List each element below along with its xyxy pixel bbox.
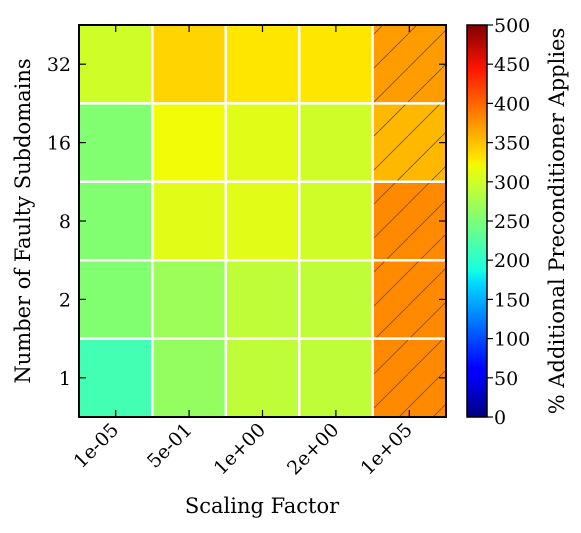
heatmap-cell [225, 25, 300, 104]
heatmap-cell [225, 103, 300, 182]
heatmap-cell [299, 260, 373, 339]
heatmap-cell [79, 181, 153, 261]
colorbar-tick-label: 100 [494, 329, 530, 351]
colorbar-tick-label: 450 [494, 54, 530, 76]
heatmap-cell [79, 103, 153, 182]
hatch-overlay [372, 181, 446, 261]
hatch-overlay [372, 25, 446, 104]
heatmap-cell [225, 260, 300, 339]
y-axis-label: Number of Faulty Subdomains [11, 58, 35, 383]
hatch-overlay [372, 103, 446, 182]
heatmap-cell [299, 338, 373, 417]
heatmap-cell [79, 25, 153, 104]
y-tick-label: 2 [59, 289, 71, 311]
colorbar-tick-label: 400 [494, 93, 530, 115]
colorbar-tick-label: 300 [494, 172, 530, 194]
heatmap-cell [79, 338, 153, 417]
heatmap-cell [152, 260, 226, 339]
x-tick-label: 1e-05 [70, 419, 124, 473]
heatmap-cell [152, 25, 226, 104]
heatmap-cells [79, 25, 446, 417]
colorbar-tick-label: 50 [494, 368, 518, 390]
hatch-overlay [372, 338, 446, 417]
colorbar-tick-label: 500 [494, 15, 530, 37]
y-tick-label: 32 [47, 54, 71, 76]
colorbar-tick-label: 350 [494, 133, 530, 155]
y-tick-label: 16 [47, 133, 71, 155]
heatmap-cell [152, 181, 226, 261]
heatmap-cell [225, 338, 300, 417]
x-tick-label: 1e+05 [356, 419, 416, 479]
y-tick-label: 1 [59, 368, 71, 390]
heatmap-cell [79, 260, 153, 339]
colorbar-ticks: 0 50 100 150 200 250 300 350 400 450 500 [487, 15, 530, 429]
y-tick-label: 8 [59, 211, 71, 233]
colorbar-label: % Additional Preconditioner Applies [545, 28, 569, 414]
x-axis-label: Scaling Factor [185, 494, 340, 518]
heatmap-cell [299, 25, 373, 104]
cell-separators [79, 25, 446, 417]
x-tick-label: 5e-01 [143, 419, 197, 473]
colorbar [466, 24, 488, 418]
y-axis-ticks: 1 2 8 16 32 [47, 54, 446, 390]
x-tick-label: 2e+00 [283, 419, 343, 479]
heatmap-cell [299, 103, 373, 182]
hatch-overlay [372, 260, 446, 339]
heatmap-cell [299, 181, 373, 261]
colorbar-tick-label: 150 [494, 289, 530, 311]
colorbar-tick-label: 0 [494, 407, 506, 429]
heatmap-cell [152, 338, 226, 417]
heatmap-cell [152, 103, 226, 182]
colorbar-tick-label: 250 [494, 211, 530, 233]
x-tick-label: 1e+00 [210, 419, 270, 479]
colorbar-tick-label: 200 [494, 250, 530, 272]
heatmap-cell [225, 181, 300, 261]
